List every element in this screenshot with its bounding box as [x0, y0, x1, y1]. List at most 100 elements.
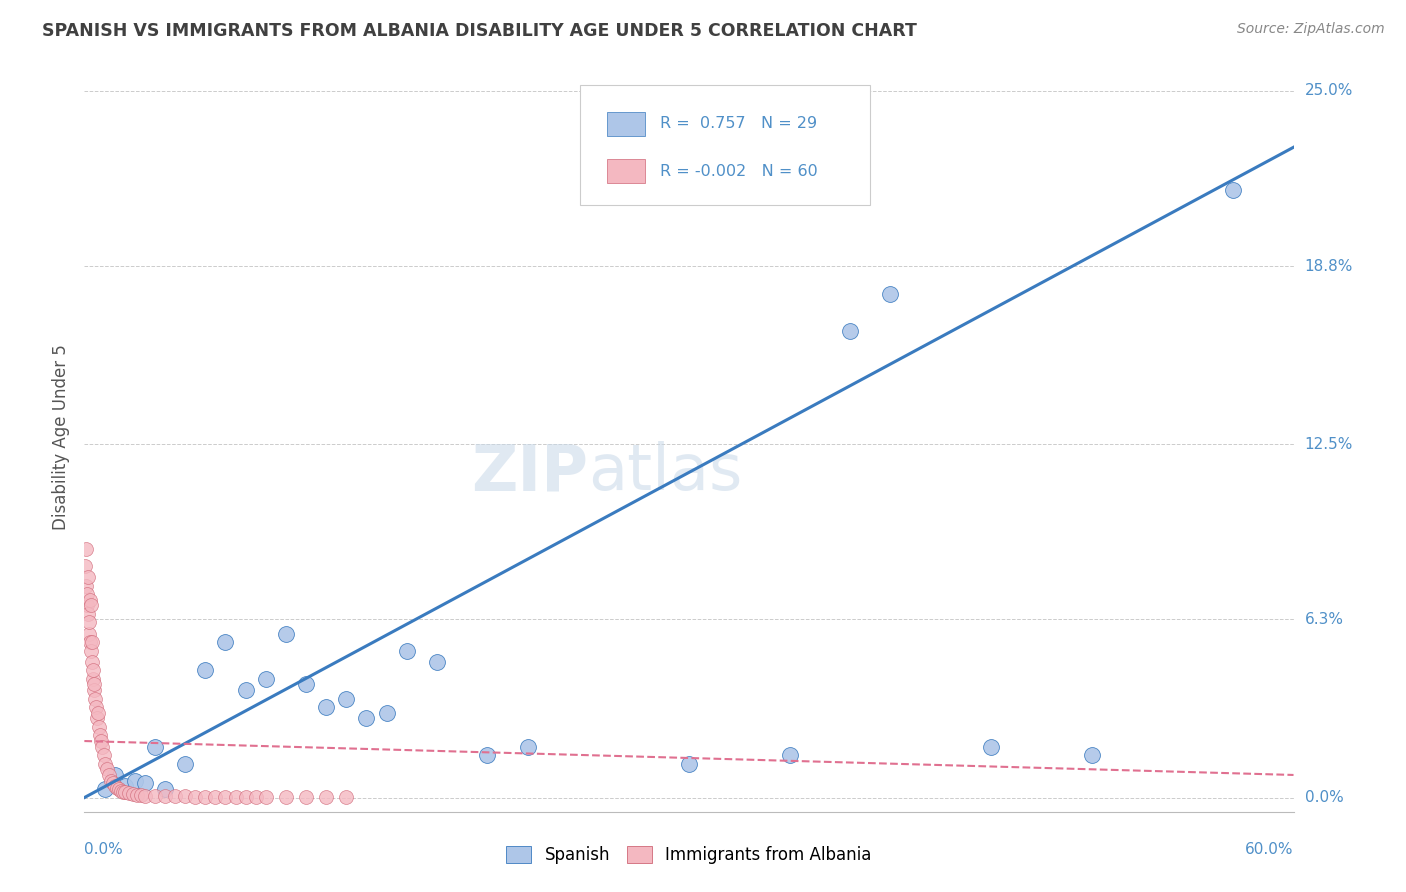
- Point: [125, 788, 148, 802]
- Point: [194, 664, 217, 678]
- Point: [107, 782, 129, 797]
- Point: [315, 790, 337, 805]
- Point: [79, 592, 101, 607]
- Point: [184, 789, 207, 804]
- Point: [76, 599, 98, 613]
- Point: [879, 287, 901, 301]
- Point: [75, 541, 97, 556]
- Point: [153, 782, 176, 797]
- Legend: Spanish, Immigrants from Albania: Spanish, Immigrants from Albania: [499, 839, 879, 871]
- Point: [356, 711, 378, 725]
- Point: [77, 570, 100, 584]
- Point: [75, 578, 97, 592]
- Text: 18.8%: 18.8%: [1305, 259, 1353, 274]
- Text: 0.0%: 0.0%: [1305, 790, 1343, 805]
- Text: atlas: atlas: [588, 442, 742, 503]
- Point: [980, 739, 1002, 754]
- Point: [174, 756, 197, 771]
- Point: [89, 720, 111, 734]
- Point: [114, 785, 136, 799]
- Point: [87, 706, 110, 720]
- Point: [80, 599, 103, 613]
- Point: [104, 779, 127, 793]
- Point: [129, 789, 152, 803]
- Point: [82, 672, 104, 686]
- Point: [235, 683, 257, 698]
- Text: 60.0%: 60.0%: [1246, 842, 1294, 857]
- Point: [104, 768, 127, 782]
- Point: [83, 683, 105, 698]
- Point: [477, 748, 499, 763]
- Point: [295, 677, 318, 691]
- Point: [91, 739, 114, 754]
- Point: [254, 672, 277, 686]
- Point: [678, 756, 700, 771]
- Point: [254, 790, 277, 805]
- Point: [105, 780, 128, 795]
- Point: [194, 789, 217, 804]
- Point: [335, 691, 357, 706]
- Point: [143, 739, 166, 754]
- Point: [121, 787, 143, 801]
- Point: [315, 700, 337, 714]
- Point: [82, 635, 104, 649]
- Point: [335, 790, 357, 805]
- Point: [83, 677, 105, 691]
- Point: [245, 790, 267, 805]
- Point: [295, 790, 318, 805]
- Y-axis label: Disability Age Under 5: Disability Age Under 5: [52, 344, 70, 530]
- Text: 12.5%: 12.5%: [1305, 437, 1353, 451]
- Point: [79, 635, 101, 649]
- Point: [77, 607, 100, 621]
- Point: [118, 786, 141, 800]
- Point: [395, 643, 418, 657]
- Point: [134, 789, 156, 803]
- Point: [90, 734, 112, 748]
- Point: [174, 789, 197, 804]
- Point: [375, 706, 398, 720]
- Point: [79, 615, 101, 630]
- Point: [86, 711, 108, 725]
- Point: [80, 655, 103, 669]
- Point: [97, 768, 120, 782]
- FancyBboxPatch shape: [607, 159, 645, 183]
- Point: [111, 785, 134, 799]
- Point: [93, 782, 115, 797]
- Point: [779, 748, 801, 763]
- Point: [134, 776, 156, 790]
- Text: 25.0%: 25.0%: [1305, 83, 1353, 98]
- Point: [75, 558, 97, 573]
- FancyBboxPatch shape: [607, 112, 645, 136]
- Text: R =  0.757   N = 29: R = 0.757 N = 29: [659, 116, 817, 131]
- Point: [1081, 748, 1104, 763]
- Point: [426, 655, 449, 669]
- Point: [165, 789, 187, 804]
- Point: [235, 790, 257, 805]
- Point: [114, 779, 136, 793]
- Point: [82, 664, 104, 678]
- Point: [84, 691, 107, 706]
- Point: [204, 790, 226, 805]
- Text: Source: ZipAtlas.com: Source: ZipAtlas.com: [1237, 22, 1385, 37]
- Text: 6.3%: 6.3%: [1305, 612, 1344, 627]
- Point: [77, 626, 100, 640]
- Point: [124, 773, 146, 788]
- Point: [93, 756, 115, 771]
- Point: [96, 762, 118, 776]
- Point: [89, 728, 111, 742]
- Point: [93, 748, 115, 763]
- Text: R = -0.002   N = 60: R = -0.002 N = 60: [659, 163, 818, 178]
- Point: [516, 739, 538, 754]
- Point: [153, 789, 176, 804]
- Point: [80, 643, 103, 657]
- Text: SPANISH VS IMMIGRANTS FROM ALBANIA DISABILITY AGE UNDER 5 CORRELATION CHART: SPANISH VS IMMIGRANTS FROM ALBANIA DISAB…: [42, 22, 917, 40]
- Point: [839, 324, 862, 338]
- Point: [274, 626, 297, 640]
- Point: [225, 790, 247, 805]
- Point: [143, 789, 166, 803]
- Point: [110, 783, 132, 797]
- FancyBboxPatch shape: [581, 85, 870, 205]
- Point: [214, 635, 236, 649]
- Point: [274, 790, 297, 805]
- Point: [76, 587, 98, 601]
